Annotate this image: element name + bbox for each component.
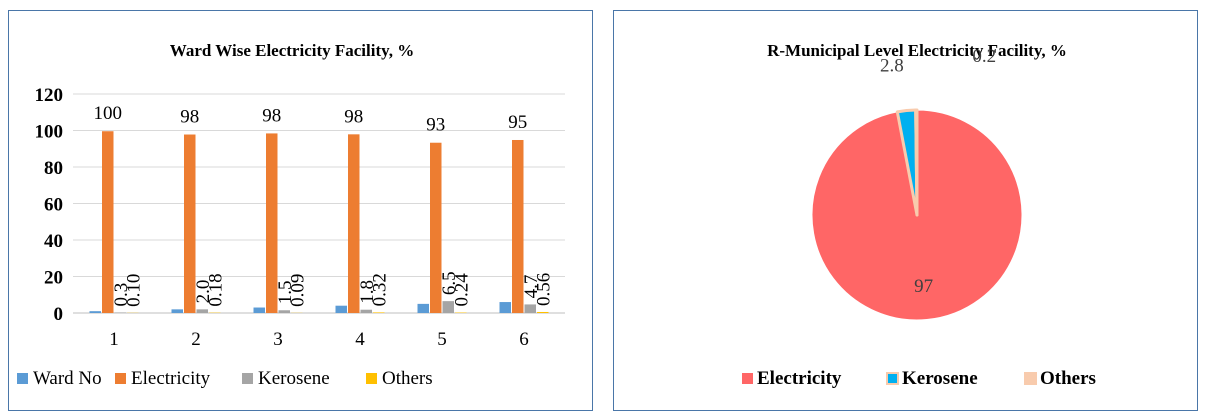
bar-ward-no (253, 307, 265, 313)
ward-chart-panel: Ward Wise Electricity Facility, % 0 20 40 60… (8, 10, 593, 411)
bar-kerosene (196, 309, 208, 313)
municipal-chart-panel: R-Municipal Level Electricity Facility, … (613, 10, 1198, 411)
bar-electricity (266, 133, 278, 313)
bar-electricity (348, 134, 360, 313)
legend-label: Ward No (33, 368, 102, 389)
legend-swatch (242, 373, 253, 384)
bar-ward-no (499, 302, 511, 313)
data-label: 2.0 (193, 280, 214, 304)
pie-data-label: 0.2 (972, 46, 996, 67)
data-label: 6.5 (439, 271, 460, 295)
legend-swatch (115, 373, 126, 384)
data-label: 98 (344, 106, 363, 127)
bar-ward-no (335, 305, 347, 313)
data-label: 98 (262, 105, 281, 126)
bar-electricity (512, 139, 524, 313)
bar-ward-no (417, 303, 429, 313)
y-tick-label: 0 (54, 304, 64, 325)
y-tick-label: 100 (35, 122, 64, 143)
bar-others (373, 312, 385, 313)
data-label: 4.7 (521, 275, 542, 299)
data-label: 0.18 (206, 273, 227, 306)
data-label: 0.09 (288, 274, 309, 307)
x-tick-label: 6 (519, 329, 529, 350)
y-tick-label: 80 (44, 158, 63, 179)
data-label: 93 (426, 115, 445, 136)
x-tick-label: 1 (109, 329, 119, 350)
data-label: 1.5 (275, 281, 296, 305)
legend-swatch (366, 373, 377, 384)
x-tick-label: 2 (191, 329, 201, 350)
legend-label: Others (382, 368, 433, 389)
data-label: 0.3 (111, 283, 132, 307)
data-label: 95 (508, 112, 527, 133)
bar-electricity (430, 142, 442, 313)
data-label: 0.56 (534, 273, 555, 306)
legend-label: Electricity (131, 368, 211, 389)
y-tick-label: 40 (44, 231, 63, 252)
bar-electricity (102, 131, 114, 313)
y-tick-label: 120 (35, 85, 64, 106)
bar-kerosene (524, 304, 536, 313)
data-label: 98 (180, 107, 199, 128)
pie-slice-others (914, 108, 919, 217)
bar-electricity (184, 134, 196, 313)
legend-label: Kerosene (902, 368, 978, 389)
legend-label: Kerosene (258, 368, 330, 389)
x-tick-label: 3 (273, 329, 283, 350)
bar-others (537, 311, 549, 313)
legend-swatch (742, 373, 753, 384)
data-label: 1.8 (357, 280, 378, 304)
legend-label: Electricity (757, 368, 842, 389)
bar-ward-no (171, 309, 183, 313)
chart-title: R-Municipal Level Electricity Facility, … (767, 41, 1067, 60)
data-label: 0.32 (370, 273, 391, 306)
y-tick-label: 60 (44, 195, 63, 216)
data-label: 0.24 (452, 273, 473, 307)
data-label: 0.10 (124, 274, 145, 307)
legend-swatch (1024, 372, 1037, 385)
chart-title: Ward Wise Electricity Facility, % (170, 41, 414, 60)
municipal-pie-chart: R-Municipal Level Electricity Facility, … (742, 41, 1096, 389)
bar-kerosene (114, 312, 126, 313)
bar-kerosene (278, 310, 290, 313)
bar-kerosene (442, 301, 454, 313)
x-tick-label: 5 (437, 329, 447, 350)
ward-bar-chart: Ward Wise Electricity Facility, %0204060… (17, 41, 565, 389)
pie-data-label: 2.8 (880, 55, 904, 76)
bar-kerosene (360, 309, 372, 313)
legend-swatch (17, 373, 28, 384)
data-label: 100 (94, 103, 123, 124)
legend-label: Others (1040, 368, 1096, 389)
bar-ward-no (89, 311, 101, 313)
y-tick-label: 20 (44, 268, 63, 289)
pie-data-label: 97 (914, 276, 933, 297)
legend-swatch (886, 372, 899, 385)
x-tick-label: 4 (355, 329, 365, 350)
